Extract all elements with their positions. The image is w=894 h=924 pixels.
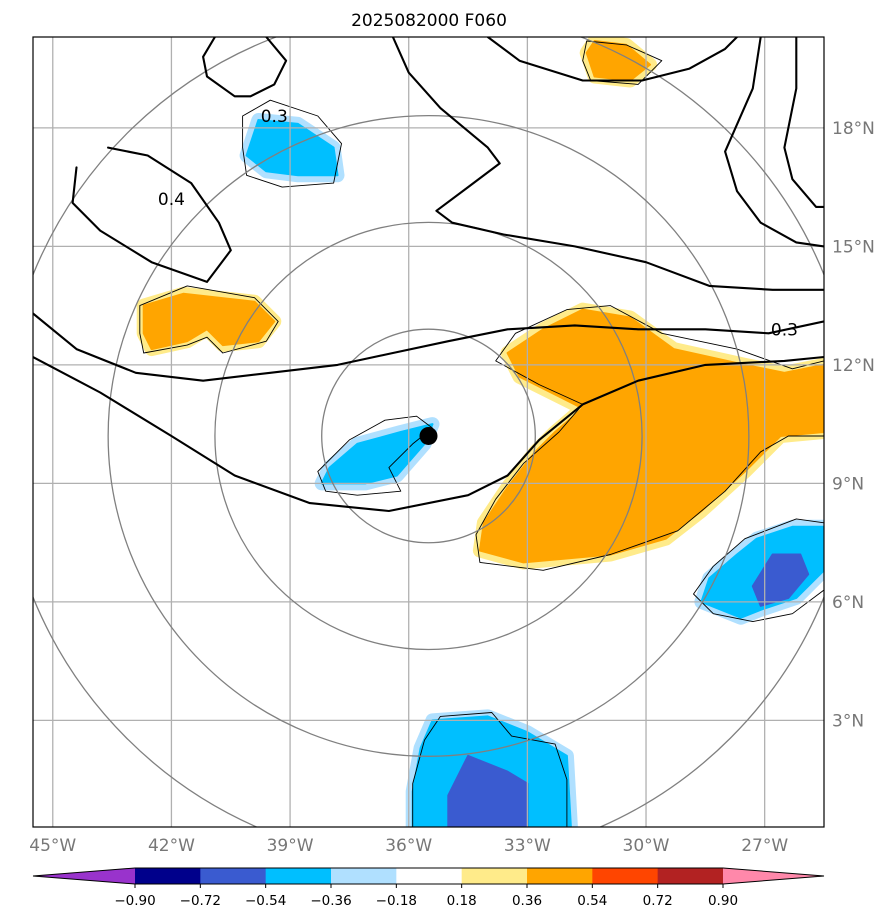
storm-center-marker: [419, 426, 438, 445]
y-tick-label: 6°N: [832, 593, 864, 613]
x-tick-label: 33°W: [504, 836, 551, 856]
colorbar-extend-high: [723, 868, 824, 884]
y-tick-label: 3°N: [832, 711, 864, 731]
colorbar-tick-label: 0.18: [447, 893, 477, 909]
outline-neg-west: [242, 99, 342, 188]
colorbar-segment: [527, 868, 593, 884]
fill-region-neg-east-core: [751, 553, 810, 607]
outline-neg-south: [412, 712, 568, 827]
contour-line: [33, 355, 824, 513]
contour-labels: 0.3 0.4 0.3: [158, 107, 798, 340]
colorbar-tick-label: 0.54: [577, 893, 607, 909]
contour-lines: [33, 37, 824, 513]
colorbar-segment: [331, 868, 397, 884]
filled-contours: [136, 37, 824, 827]
y-tick-label: 18°N: [832, 119, 875, 139]
colorbar-segment: [396, 868, 463, 884]
contour-label: 0.4: [158, 190, 185, 210]
colorbar-tick-label: −0.54: [245, 893, 286, 909]
contour-label: 0.3: [771, 320, 798, 340]
contour-line: [202, 37, 288, 98]
contour-line: [783, 37, 824, 208]
x-tick-label: 39°W: [267, 836, 314, 856]
outline-neg-center: [317, 415, 433, 496]
outline-pos-west: [139, 285, 279, 354]
y-tick-label: 12°N: [832, 356, 875, 376]
lat-lon-grid: [33, 37, 824, 827]
colorbar-tick-label: −0.18: [376, 893, 417, 909]
colorbar-segment: [657, 868, 724, 884]
contour-line: [486, 37, 739, 82]
outline-pos-main: [475, 305, 824, 571]
thin-outlines: [139, 40, 824, 827]
x-tick-label: 36°W: [385, 836, 432, 856]
y-tick-labels: 3°N 6°N 9°N 12°N 15°N 18°N: [832, 119, 875, 731]
colorbar-tick-label: 0.90: [708, 893, 738, 909]
colorbar-tick-label: −0.90: [114, 893, 155, 909]
colorbar-segment: [135, 868, 201, 884]
contour-line: [724, 37, 824, 248]
colorbar-segment: [592, 868, 659, 884]
x-tick-labels: 45°W 42°W 39°W 36°W 33°W 30°W 27°W: [29, 836, 788, 856]
fill-region-pos-west: [142, 292, 276, 351]
outline-pos-north: [582, 40, 663, 85]
colorbar-segment: [265, 868, 332, 884]
colorbar-tick-label: 0.72: [643, 893, 673, 909]
fill-region-neg-south-core: [447, 754, 529, 827]
x-tick-label: 27°W: [741, 836, 788, 856]
colorbar: −0.90 −0.72 −0.54 −0.36 −0.18 0.18 0.36 0.54 0.7…: [32, 867, 825, 909]
contour-line: [71, 146, 232, 283]
y-tick-label: 15°N: [832, 237, 875, 257]
colorbar-tick-label: −0.36: [310, 893, 351, 909]
colorbar-segment: [461, 868, 528, 884]
x-tick-label: 45°W: [29, 836, 76, 856]
contour-label: 0.3: [261, 107, 288, 127]
range-ring: [321, 328, 536, 544]
x-tick-label: 30°W: [623, 836, 670, 856]
contour-line: [33, 312, 824, 382]
range-rings: [33, 37, 824, 827]
chart-title: 2025082000 F060: [351, 11, 507, 31]
x-tick-label: 42°W: [148, 836, 195, 856]
y-tick-label: 9°N: [832, 474, 864, 494]
range-ring: [107, 114, 750, 757]
colorbar-segment: [200, 868, 267, 884]
colorbar-tick-label: −0.72: [180, 893, 221, 909]
map-frame: [32, 36, 825, 828]
range-ring: [214, 221, 643, 651]
colorbar-tick-label: 0.36: [512, 893, 542, 909]
contour-line: [391, 37, 824, 291]
colorbar-extend-low: [33, 868, 135, 884]
outline-neg-east: [693, 518, 824, 623]
